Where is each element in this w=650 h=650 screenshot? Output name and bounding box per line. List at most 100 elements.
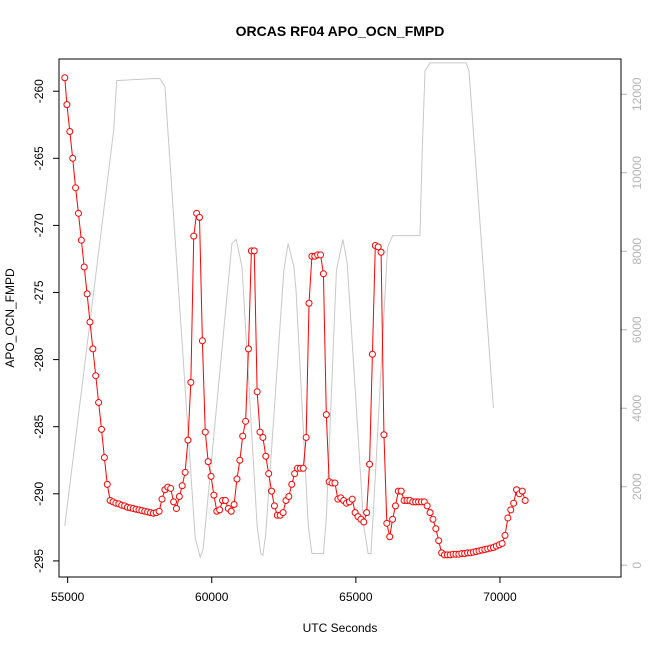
- data-point: [291, 470, 299, 478]
- data-point: [366, 460, 374, 468]
- data-point: [155, 507, 163, 515]
- data-point: [386, 533, 394, 541]
- y2-tick-label: 4000: [630, 395, 644, 422]
- data-point: [288, 480, 296, 488]
- data-point: [66, 127, 74, 135]
- data-point: [221, 497, 229, 505]
- data-point: [259, 433, 267, 441]
- data-point: [435, 537, 443, 545]
- data-point: [426, 509, 434, 517]
- chart-title: ORCAS RF04 APO_OCN_FMPD: [236, 23, 445, 39]
- data-point: [233, 475, 241, 483]
- data-point: [210, 491, 218, 499]
- y-tick-label: -275: [32, 280, 46, 304]
- data-point: [170, 498, 178, 506]
- data-point: [83, 290, 91, 298]
- data-point: [77, 236, 85, 244]
- data-point: [190, 232, 198, 240]
- data-point: [374, 243, 382, 251]
- data-point: [74, 209, 82, 217]
- data-point: [92, 372, 100, 380]
- data-point: [72, 184, 80, 192]
- y-tick-label: -295: [32, 549, 46, 573]
- data-point: [178, 482, 186, 490]
- x-tick-label: 60000: [195, 590, 229, 604]
- data-point: [100, 454, 108, 462]
- data-point: [322, 411, 330, 419]
- y2-tick-label: 2000: [630, 473, 644, 500]
- data-point: [423, 502, 431, 510]
- x-tick-label: 70000: [483, 590, 517, 604]
- data-point: [256, 428, 264, 436]
- data-point: [507, 506, 515, 514]
- data-point: [244, 345, 252, 353]
- data-point: [167, 484, 175, 492]
- data-point: [242, 417, 250, 425]
- data-point: [86, 318, 94, 326]
- data-point: [216, 506, 224, 514]
- y-tick-label: -260: [32, 79, 46, 103]
- data-point: [69, 154, 77, 162]
- data-point: [196, 213, 203, 221]
- data-point: [103, 480, 111, 488]
- y2-tick-label: 12000: [630, 77, 644, 111]
- data-point: [172, 505, 180, 513]
- x-axis-label: UTC Seconds: [303, 621, 378, 635]
- data-point: [270, 502, 278, 510]
- data-point: [265, 470, 273, 478]
- data-point: [377, 248, 385, 256]
- data-point: [61, 74, 69, 82]
- data-point: [253, 388, 261, 396]
- data-point: [158, 495, 166, 503]
- x-tick-label: 65000: [339, 590, 373, 604]
- data-point: [250, 247, 258, 255]
- data-point: [95, 399, 103, 407]
- y-tick-label: -280: [32, 347, 46, 371]
- data-point: [504, 514, 512, 522]
- data-point: [305, 299, 313, 307]
- y2-tick-label: 0: [630, 562, 644, 569]
- data-point: [207, 472, 215, 480]
- y2-tick-label: 8000: [630, 238, 644, 265]
- data-point: [397, 487, 405, 495]
- data-point: [227, 507, 235, 515]
- data-point: [389, 515, 397, 523]
- data-point: [429, 515, 437, 523]
- y-tick-label: -265: [32, 146, 46, 170]
- data-point: [63, 101, 71, 109]
- data-point: [80, 263, 88, 271]
- data-point: [285, 492, 293, 500]
- data-point: [498, 539, 506, 547]
- data-point: [181, 468, 189, 476]
- data-point: [184, 436, 192, 444]
- y2-tick-label: 6000: [630, 316, 644, 343]
- data-point: [187, 378, 195, 386]
- data-point: [268, 487, 276, 495]
- data-point: [348, 495, 356, 503]
- data-point: [236, 456, 244, 464]
- data-point: [432, 525, 440, 533]
- data-point: [204, 458, 212, 466]
- data-point: [262, 452, 270, 460]
- altitude-series-line: [64, 62, 494, 560]
- plot-frame: [58, 58, 622, 578]
- data-point: [239, 432, 247, 440]
- data-point: [510, 499, 518, 507]
- data-point: [319, 270, 327, 278]
- data-point: [175, 492, 183, 500]
- data-point: [317, 251, 325, 259]
- y-tick-label: -270: [32, 213, 46, 237]
- data-point: [360, 518, 368, 526]
- data-point: [89, 345, 97, 353]
- data-point: [363, 509, 371, 517]
- data-point: [501, 531, 509, 539]
- data-point: [391, 502, 399, 510]
- data-point: [198, 337, 206, 345]
- data-point: [380, 431, 388, 439]
- y2-tick-label: 10000: [630, 156, 644, 190]
- x-tick-label: 55000: [51, 590, 85, 604]
- data-point: [230, 501, 238, 509]
- data-point: [299, 464, 307, 472]
